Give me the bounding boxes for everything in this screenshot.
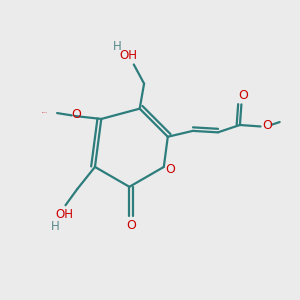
Text: O: O xyxy=(71,108,81,121)
Text: O: O xyxy=(126,219,136,232)
Text: H: H xyxy=(51,220,60,233)
Text: methoxy: methoxy xyxy=(42,112,48,113)
Text: H: H xyxy=(113,40,122,53)
Text: O: O xyxy=(238,89,248,102)
Text: O: O xyxy=(262,119,272,132)
Text: O: O xyxy=(165,163,175,176)
Text: OH: OH xyxy=(119,49,137,62)
Text: OH: OH xyxy=(55,208,73,221)
